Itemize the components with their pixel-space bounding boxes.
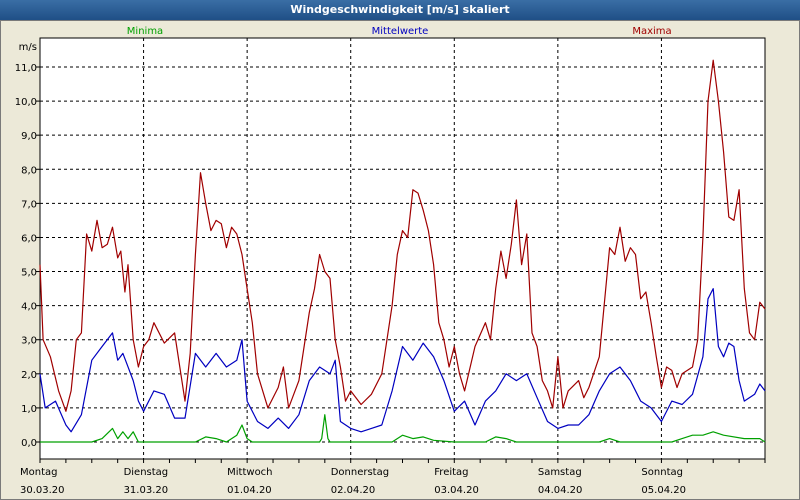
series-line-minima — [40, 414, 766, 443]
y-tick-label: 5,0 — [21, 268, 37, 279]
plot-area — [39, 37, 766, 460]
y-tick-label: 6,0 — [21, 233, 37, 244]
x-date-label: 01.04.20 — [227, 485, 272, 496]
legend-minima: Minima — [127, 26, 163, 37]
x-date-label: 03.04.20 — [434, 485, 479, 496]
legend-maxima: Maxima — [632, 26, 671, 37]
x-date-label: 02.04.20 — [331, 485, 376, 496]
x-date-label: 30.03.20 — [20, 485, 65, 496]
legend-mittelwerte: Mittelwerte — [372, 26, 429, 37]
y-tick-label: 1,0 — [21, 404, 37, 415]
x-day-label: Donnerstag — [331, 467, 389, 478]
y-tick-label: 11,0 — [15, 63, 37, 74]
window-title: Windgeschwindigkeit [m/s] skaliert — [0, 0, 800, 20]
y-tick-label: 3,0 — [21, 336, 37, 347]
y-tick-label: 10,0 — [15, 97, 37, 108]
series-line-maxima — [39, 59, 766, 412]
y-tick-label: 2,0 — [21, 370, 37, 381]
x-date-label: 31.03.20 — [124, 485, 169, 496]
x-day-label: Sonntag — [641, 467, 683, 478]
x-day-label: Freitag — [434, 467, 468, 478]
x-day-label: Montag — [20, 467, 57, 478]
y-axis-label: m/s — [19, 42, 37, 53]
y-tick-label: 4,0 — [21, 302, 37, 313]
x-day-label: Mittwoch — [227, 467, 272, 478]
y-tick-label: 0,0 — [21, 438, 37, 449]
x-date-label: 04.04.20 — [538, 485, 583, 496]
x-date-label: 05.04.20 — [641, 485, 686, 496]
series-line-mittelwerte — [39, 288, 766, 433]
y-tick-label: 7,0 — [21, 199, 37, 210]
x-day-label: Samstag — [538, 467, 582, 478]
y-tick-label: 9,0 — [21, 131, 37, 142]
y-tick-label: 8,0 — [21, 165, 37, 176]
x-day-label: Dienstag — [124, 467, 169, 478]
